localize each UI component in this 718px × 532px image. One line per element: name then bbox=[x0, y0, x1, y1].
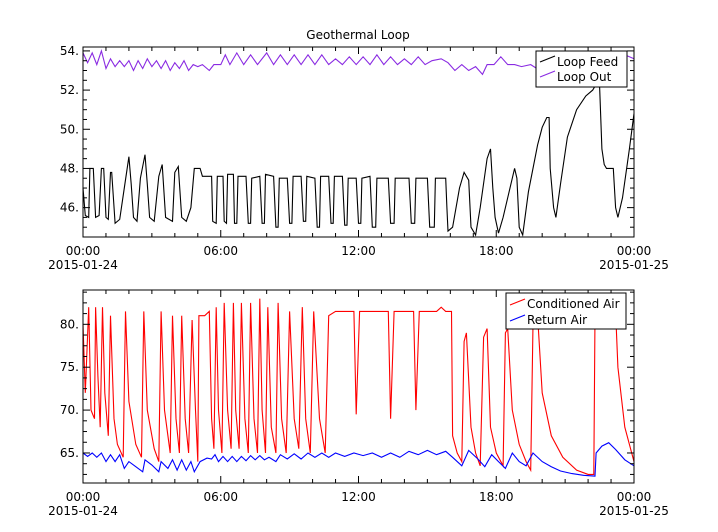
bottom-x-tick-label: 00:00 bbox=[66, 490, 101, 504]
top-x-tick-label: 12:00 bbox=[341, 244, 376, 258]
bottom-series-line-return-air bbox=[82, 442, 635, 477]
bottom-legend-box bbox=[505, 292, 627, 330]
bottom-legend: Conditioned Air Return Air bbox=[505, 292, 627, 330]
geothermal-panel: Geothermal Loop 46.48.50.52.54.00:002015… bbox=[48, 28, 669, 272]
bottom-x-tick-label: 06:00 bbox=[203, 490, 238, 504]
top-x-tick-date-label: 2015-01-25 bbox=[599, 258, 669, 272]
bottom-y-tick-label: 75. bbox=[60, 360, 79, 374]
top-x-tick-label: 00:00 bbox=[66, 244, 101, 258]
top-x-tick-date-label: 2015-01-24 bbox=[48, 258, 118, 272]
top-plot-frame bbox=[82, 46, 635, 238]
legend-swatch-loop-feed bbox=[539, 55, 556, 63]
legend-label-conditioned-air: Conditioned Air bbox=[527, 297, 620, 311]
top-x-tick-label: 00:00 bbox=[617, 244, 652, 258]
bottom-series-line-conditioned-air bbox=[82, 298, 635, 475]
top-legend: Loop Feed Loop Out bbox=[535, 50, 628, 88]
legend-swatch-conditioned-air bbox=[509, 298, 526, 306]
legend-label-loop-out: Loop Out bbox=[557, 70, 612, 84]
top-y-tick-label: 54. bbox=[60, 44, 79, 58]
top-y-tick-label: 46. bbox=[60, 201, 79, 215]
bottom-x-tick-label: 00:00 bbox=[617, 490, 652, 504]
legend-swatch-return-air bbox=[509, 314, 526, 322]
legend-label-return-air: Return Air bbox=[527, 313, 587, 327]
legend-label-loop-feed: Loop Feed bbox=[557, 55, 618, 69]
bottom-x-tick-date-label: 2015-01-24 bbox=[48, 504, 118, 518]
bottom-x-tick-label: 18:00 bbox=[479, 490, 514, 504]
top-series-line-loop-out bbox=[82, 48, 635, 76]
chart-title: Geothermal Loop bbox=[306, 28, 409, 42]
top-x-tick-label: 18:00 bbox=[479, 244, 514, 258]
top-x-tick-label: 06:00 bbox=[203, 244, 238, 258]
bottom-series-group bbox=[82, 298, 635, 477]
bottom-y-tick-label: 70. bbox=[60, 403, 79, 417]
legend-swatch-loop-out bbox=[539, 70, 556, 78]
top-series-group bbox=[82, 48, 635, 237]
bottom-y-tick-label: 65. bbox=[60, 446, 79, 460]
bottom-x-tick-label: 12:00 bbox=[341, 490, 376, 504]
bottom-y-tick-label: 80. bbox=[60, 317, 79, 331]
top-y-tick-label: 48. bbox=[60, 161, 79, 175]
top-y-tick-label: 52. bbox=[60, 83, 79, 97]
bottom-x-tick-date-label: 2015-01-25 bbox=[599, 504, 669, 518]
bottom-plot-frame bbox=[82, 289, 635, 484]
top-y-tick-label: 50. bbox=[60, 122, 79, 136]
top-series-line-loop-feed bbox=[82, 85, 635, 237]
